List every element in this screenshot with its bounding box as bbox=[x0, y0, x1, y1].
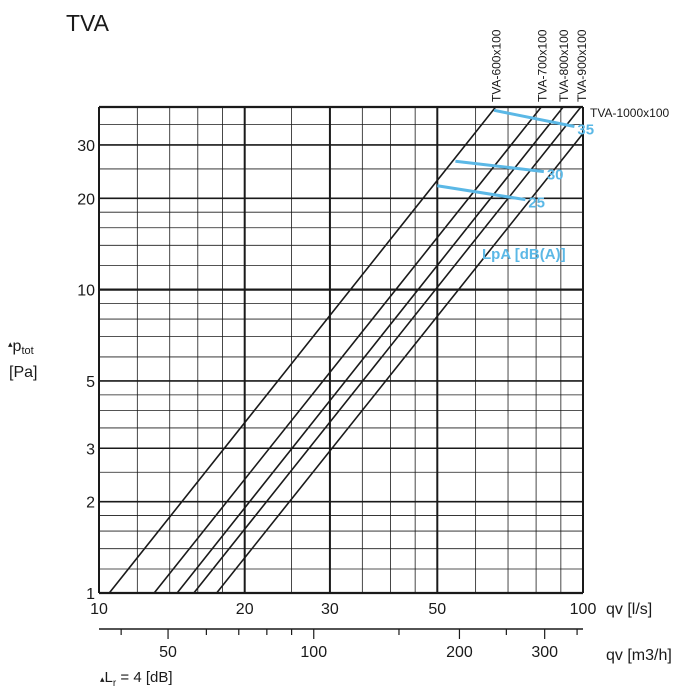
series-label: TVA-900x100 bbox=[575, 29, 589, 102]
sound-level-line bbox=[455, 159, 545, 174]
sound-level-value: 30 bbox=[547, 167, 564, 184]
y-tick-label: 3 bbox=[86, 441, 95, 458]
series-lines bbox=[108, 106, 584, 594]
x-tick-label: 50 bbox=[428, 601, 446, 618]
series-label: TVA-800x100 bbox=[557, 29, 571, 102]
y-tick-label: 1 bbox=[86, 586, 95, 603]
y-axis-label: ▴ptot bbox=[8, 338, 34, 357]
sound-level-line bbox=[493, 108, 575, 128]
y-axis-label-main: p bbox=[13, 338, 22, 355]
footnote-rest: = 4 [dB] bbox=[116, 669, 172, 686]
y-tick-label: 30 bbox=[77, 138, 95, 155]
y-tick-label: 10 bbox=[77, 283, 95, 300]
series-line bbox=[153, 106, 542, 594]
secondary-x-axis: 50 100 200 300 bbox=[99, 628, 583, 661]
series-line bbox=[176, 106, 564, 594]
series-line bbox=[108, 106, 497, 594]
footnote: ▴Lr = 4 [dB] bbox=[100, 669, 173, 689]
series-label: TVA-700x100 bbox=[535, 29, 549, 102]
x-tick-label: 30 bbox=[321, 601, 339, 618]
sound-level-value: 25 bbox=[528, 195, 545, 212]
x2-axis-label: qv [m3/h] bbox=[606, 647, 672, 664]
y-axis-label-prefix: ▴ bbox=[8, 339, 13, 349]
x2-tick-label: 100 bbox=[300, 644, 327, 661]
sound-level-value: 35 bbox=[577, 121, 594, 138]
sound-level-line bbox=[437, 184, 526, 202]
x-tick-label: 10 bbox=[90, 601, 108, 618]
footnote-main: L bbox=[105, 669, 113, 686]
y-tick-label: 20 bbox=[77, 191, 95, 208]
y-tick-label: 5 bbox=[86, 374, 95, 391]
y-axis-unit: [Pa] bbox=[9, 364, 37, 381]
grid bbox=[98, 105, 584, 595]
series-line bbox=[193, 106, 582, 594]
series-label: TVA-600x100 bbox=[490, 29, 504, 102]
x2-tick-label: 200 bbox=[446, 644, 473, 661]
footnote-sub: r bbox=[113, 678, 117, 689]
x-tick-label: 100 bbox=[570, 601, 597, 618]
x2-tick-label: 50 bbox=[159, 644, 177, 661]
x-tick-label: 20 bbox=[236, 601, 254, 618]
y-tick-label: 2 bbox=[86, 495, 95, 512]
chart-title: TVA bbox=[66, 10, 110, 36]
footnote-prefix: ▴ bbox=[100, 674, 105, 684]
sound-level-label: LpA [dB(A)] bbox=[482, 246, 566, 263]
x2-tick-label: 300 bbox=[531, 644, 558, 661]
series-line bbox=[216, 133, 584, 594]
y-axis-label-sub: tot bbox=[21, 345, 33, 357]
x-axis-label: qv [l/s] bbox=[606, 601, 652, 618]
series-label: TVA-1000x100 bbox=[590, 106, 669, 120]
